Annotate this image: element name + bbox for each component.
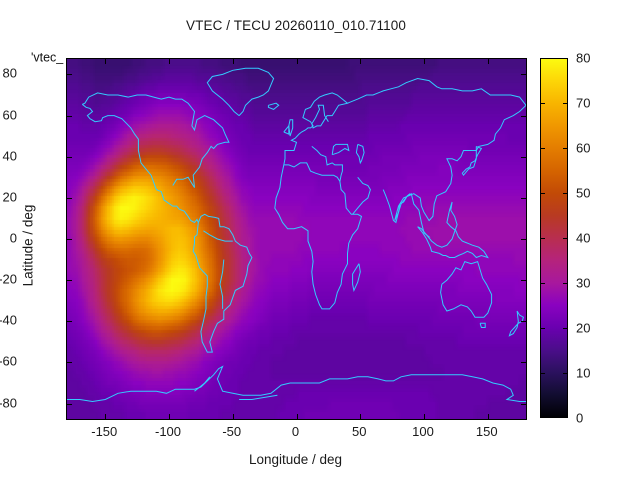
x-tick-label: 100 bbox=[412, 424, 434, 439]
colorbar-tick-mark bbox=[540, 283, 545, 284]
y-tick-mark bbox=[521, 239, 526, 240]
y-tick-mark bbox=[67, 362, 72, 364]
y-tick-mark bbox=[67, 403, 72, 405]
vtec-series-annotation: 'vtec_ bbox=[31, 50, 64, 65]
heatmap-plot-area bbox=[66, 58, 527, 420]
colorbar-tick-label: 30 bbox=[576, 275, 591, 291]
page-title: VTEC / TECU 20260110_010.71100 bbox=[186, 18, 406, 33]
x-tick-mark bbox=[169, 59, 170, 64]
colorbar-tick-label: 0 bbox=[576, 410, 584, 426]
y-tick-mark bbox=[521, 362, 526, 364]
colorbar-tick-label: 40 bbox=[576, 230, 591, 246]
colorbar-tick-label: 70 bbox=[576, 95, 591, 111]
colorbar-tick-mark bbox=[563, 373, 568, 374]
x-tick-mark bbox=[296, 59, 298, 64]
x-tick-label: -150 bbox=[91, 424, 118, 439]
y-axis-title: Latitude / deg bbox=[20, 204, 36, 287]
x-tick-label: 0 bbox=[291, 424, 300, 439]
colorbar-tick-mark bbox=[563, 283, 568, 284]
y-tick-label: 40 bbox=[2, 148, 17, 164]
y-tick-mark bbox=[521, 156, 526, 158]
x-tick-mark bbox=[232, 59, 234, 64]
y-tick-mark bbox=[67, 321, 72, 323]
x-tick-mark bbox=[424, 59, 425, 64]
colorbar-tick-mark bbox=[540, 103, 545, 104]
y-tick-mark bbox=[521, 280, 526, 282]
colorbar-tick-label: 20 bbox=[576, 320, 591, 336]
x-tick-mark bbox=[424, 414, 425, 419]
x-tick-mark bbox=[105, 414, 107, 419]
colorbar-tick-mark bbox=[540, 238, 545, 239]
x-tick-label: -100 bbox=[154, 424, 182, 439]
y-tick-mark bbox=[67, 115, 72, 117]
y-tick-label: -80 bbox=[0, 395, 17, 411]
colorbar-tick-mark bbox=[540, 148, 545, 149]
y-tick-label: 0 bbox=[9, 230, 17, 246]
y-tick-label: 20 bbox=[2, 189, 17, 205]
colorbar-tick-mark bbox=[563, 193, 568, 194]
colorbar-tick-label: 10 bbox=[576, 365, 591, 381]
x-tick-mark bbox=[105, 59, 107, 64]
x-tick-mark bbox=[360, 59, 362, 64]
y-tick-label: -40 bbox=[0, 312, 17, 328]
colorbar-tick-mark bbox=[540, 328, 545, 329]
y-tick-label: 80 bbox=[2, 65, 17, 81]
y-tick-mark bbox=[521, 74, 526, 76]
colorbar-tick-mark bbox=[540, 373, 545, 374]
y-tick-mark bbox=[67, 74, 72, 76]
y-tick-mark bbox=[67, 239, 72, 240]
colorbar bbox=[540, 58, 568, 418]
colorbar-tick-mark bbox=[563, 238, 568, 239]
y-tick-label: -20 bbox=[0, 271, 17, 287]
y-tick-mark bbox=[521, 115, 526, 117]
x-tick-mark bbox=[487, 414, 489, 419]
colorbar-tick-label: 80 bbox=[576, 50, 591, 66]
x-tick-mark bbox=[487, 59, 489, 64]
y-tick-mark bbox=[67, 156, 72, 158]
y-tick-mark bbox=[521, 403, 526, 405]
colorbar-tick-label: 50 bbox=[576, 185, 591, 201]
y-tick-label: 60 bbox=[2, 107, 17, 123]
colorbar-tick-mark bbox=[563, 148, 568, 149]
colorbar-tick-mark bbox=[563, 103, 568, 104]
vtec-heatmap bbox=[67, 59, 526, 419]
x-axis-title: Longitude / deg bbox=[248, 452, 343, 467]
x-tick-mark bbox=[296, 414, 298, 419]
x-tick-label: -50 bbox=[222, 424, 242, 439]
colorbar-tick-label: 60 bbox=[576, 140, 591, 156]
colorbar-tick-mark bbox=[563, 328, 568, 329]
y-tick-label: -60 bbox=[0, 353, 17, 369]
x-tick-label: 50 bbox=[352, 424, 367, 439]
y-tick-mark bbox=[67, 197, 72, 199]
y-tick-mark bbox=[521, 197, 526, 199]
y-tick-mark bbox=[521, 321, 526, 323]
x-tick-mark bbox=[360, 414, 362, 419]
y-tick-mark bbox=[67, 280, 72, 282]
x-tick-mark bbox=[232, 414, 234, 419]
colorbar-tick-mark bbox=[540, 193, 545, 194]
x-tick-mark bbox=[169, 414, 170, 419]
x-tick-label: 150 bbox=[475, 424, 498, 439]
